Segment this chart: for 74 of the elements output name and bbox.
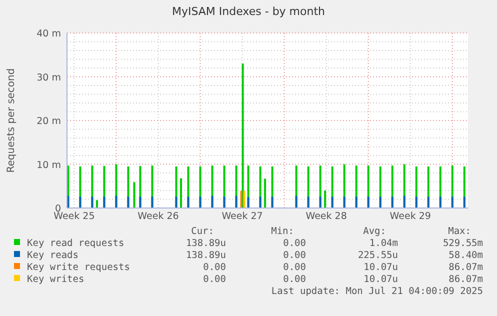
text: 529.55m (442, 238, 484, 249)
text: 0.00 (283, 274, 306, 285)
bar (343, 196, 346, 208)
x-tick-label: Week 25 (54, 211, 95, 222)
x-tick-label: Week 29 (390, 211, 431, 222)
y-tick-label: 40 m (36, 28, 61, 40)
text: 1.04m (369, 238, 398, 249)
bar (379, 196, 382, 208)
bar (439, 196, 442, 208)
legend-label: Key writes (27, 274, 84, 285)
y-tick-label: 10 m (36, 160, 61, 171)
legend-label: Key write requests (27, 262, 130, 273)
bar (235, 196, 238, 208)
text: 86.07m (448, 274, 484, 285)
text: 58.40m (448, 250, 484, 261)
bar (96, 200, 98, 208)
text: 225.55u (358, 250, 398, 261)
text: Max: (448, 226, 471, 237)
bar (463, 196, 466, 208)
bar (259, 196, 262, 208)
text: 0.00 (203, 262, 226, 273)
x-tick-label: Week 28 (306, 211, 347, 222)
bar (319, 196, 322, 208)
bar (243, 190, 246, 208)
bar (451, 196, 454, 208)
text: 138.89u (186, 238, 226, 249)
x-tick-label: Week 27 (222, 211, 263, 222)
bar (367, 196, 370, 208)
bar (264, 178, 266, 208)
bar (103, 196, 106, 208)
bar (211, 196, 214, 208)
bar (331, 196, 334, 208)
text: 0.00 (203, 274, 226, 285)
text: 0.00 (283, 262, 306, 273)
bar (403, 196, 406, 208)
bar (151, 196, 154, 208)
bar (240, 190, 242, 208)
bar (307, 196, 310, 208)
y-axis-title: Requests per second (6, 68, 17, 173)
bar (199, 196, 202, 208)
text: 0.00 (283, 238, 306, 249)
bar (427, 196, 430, 208)
text: 86.07m (448, 262, 484, 273)
bar (247, 197, 250, 208)
legend-label: Key reads (27, 250, 78, 261)
text: 138.89u (186, 250, 226, 261)
bar (324, 190, 326, 208)
bar (175, 196, 178, 208)
bar (180, 178, 182, 208)
bar (187, 196, 190, 208)
text: Min: (271, 226, 294, 237)
bar (139, 196, 142, 208)
y-tick-label: 30 m (36, 72, 61, 84)
y-tick-label: 20 m (36, 116, 61, 127)
text: 0.00 (283, 250, 306, 261)
text: 10.07u (364, 262, 398, 273)
bar (415, 196, 418, 208)
text: Cur: (191, 226, 214, 237)
text: Avg: (363, 226, 386, 237)
x-tick-label: Week 26 (138, 211, 179, 222)
bar (355, 196, 358, 208)
bar (133, 182, 136, 208)
legend-label: Key read requests (27, 238, 124, 249)
text: Last update: Mon Jul 21 04:00:09 2025 (271, 286, 483, 297)
bar (271, 196, 274, 208)
bar (115, 196, 118, 208)
bar (79, 196, 82, 208)
chart-title: MyISAM Indexes - by month (172, 5, 326, 18)
bar (91, 196, 94, 208)
bar (391, 196, 394, 208)
text: 10.07u (364, 274, 398, 285)
bar (295, 196, 298, 208)
bar (223, 196, 226, 208)
bar (242, 64, 244, 208)
